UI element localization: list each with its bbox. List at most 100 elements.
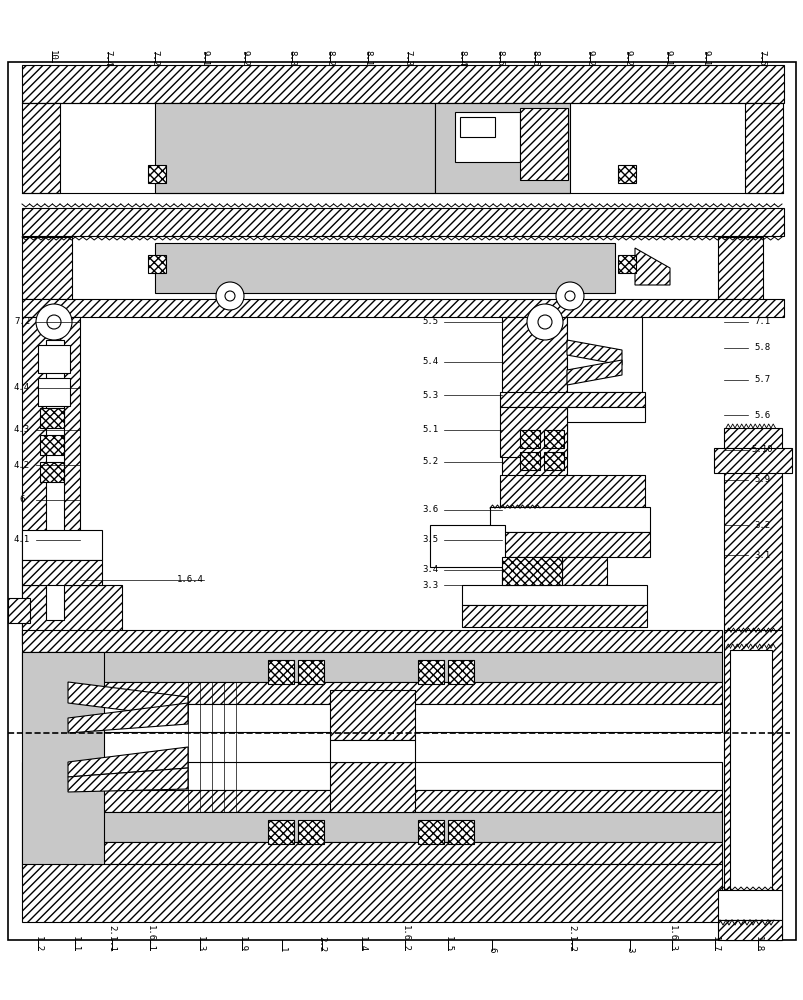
- Bar: [22, 864, 721, 922]
- Bar: [454, 112, 520, 162]
- Bar: [22, 237, 72, 299]
- Text: 9.2: 9.2: [240, 50, 249, 66]
- Bar: [713, 448, 791, 473]
- Text: 5.4: 5.4: [422, 358, 438, 366]
- Text: 2.1.2: 2.1.2: [567, 925, 576, 952]
- Bar: [22, 812, 721, 842]
- Bar: [267, 660, 294, 684]
- Text: 5.2: 5.2: [422, 458, 438, 466]
- Bar: [430, 525, 504, 567]
- Bar: [329, 690, 414, 740]
- Bar: [22, 65, 783, 103]
- Text: 1.3: 1.3: [195, 936, 204, 952]
- Bar: [499, 407, 566, 457]
- Bar: [40, 435, 64, 455]
- Bar: [520, 430, 540, 448]
- Text: 3.2: 3.2: [753, 520, 769, 530]
- Text: 3.1: 3.1: [753, 550, 769, 560]
- Text: 4.3: 4.3: [14, 426, 30, 434]
- Polygon shape: [68, 768, 188, 792]
- Text: 1.6.2: 1.6.2: [400, 925, 409, 952]
- Text: 5.8: 5.8: [753, 344, 769, 353]
- Text: 1.7: 1.7: [710, 936, 719, 952]
- Polygon shape: [68, 682, 188, 718]
- Text: 7.3: 7.3: [403, 50, 412, 66]
- Bar: [22, 652, 721, 682]
- Bar: [418, 820, 443, 844]
- Bar: [489, 532, 649, 557]
- Bar: [447, 660, 474, 684]
- Circle shape: [537, 315, 552, 329]
- Circle shape: [526, 304, 562, 340]
- Text: 9.1: 9.1: [701, 50, 710, 66]
- Polygon shape: [68, 747, 188, 777]
- Circle shape: [565, 291, 574, 301]
- Text: 8.2: 8.2: [325, 50, 334, 66]
- Text: 9.2: 9.2: [585, 50, 593, 66]
- Bar: [22, 630, 721, 652]
- Text: 1.6.1: 1.6.1: [145, 925, 154, 952]
- Bar: [22, 317, 80, 645]
- Text: 1.9: 1.9: [237, 936, 247, 952]
- Bar: [22, 585, 122, 645]
- Text: 6: 6: [19, 495, 25, 504]
- Bar: [723, 428, 781, 648]
- Bar: [22, 530, 102, 560]
- Bar: [499, 392, 644, 407]
- Text: 7.4: 7.4: [104, 50, 112, 66]
- Text: 7.2: 7.2: [14, 318, 30, 326]
- Text: 8.3: 8.3: [287, 50, 296, 66]
- Circle shape: [47, 315, 61, 329]
- Circle shape: [216, 282, 243, 310]
- Bar: [520, 108, 567, 180]
- Bar: [46, 340, 64, 620]
- Bar: [22, 842, 721, 864]
- Text: 7.1: 7.1: [753, 318, 769, 326]
- Bar: [22, 299, 783, 317]
- Text: 8.5: 8.5: [495, 50, 503, 66]
- Bar: [566, 407, 644, 422]
- Text: 5.5: 5.5: [422, 318, 438, 326]
- Text: 3: 3: [625, 947, 634, 952]
- Bar: [155, 103, 434, 193]
- Bar: [434, 103, 569, 193]
- Bar: [520, 452, 540, 470]
- Bar: [618, 165, 635, 183]
- Bar: [38, 345, 70, 373]
- Text: 5.6: 5.6: [753, 410, 769, 420]
- Bar: [298, 820, 324, 844]
- Bar: [40, 462, 64, 482]
- Text: 7.2: 7.2: [150, 50, 159, 66]
- Text: 4.1: 4.1: [14, 536, 30, 544]
- Bar: [561, 557, 606, 585]
- Text: 1.8: 1.8: [752, 936, 761, 952]
- Bar: [22, 208, 783, 236]
- Text: 3.3: 3.3: [422, 580, 438, 589]
- Text: 5.10: 5.10: [750, 446, 772, 454]
- Bar: [22, 790, 721, 812]
- Bar: [462, 605, 646, 627]
- Bar: [148, 255, 165, 273]
- Text: 8.6: 8.6: [530, 50, 539, 66]
- Text: 1.6.4: 1.6.4: [177, 576, 203, 584]
- Text: 6: 6: [487, 947, 496, 952]
- Text: 1.1: 1.1: [71, 936, 79, 952]
- Bar: [566, 317, 642, 392]
- Bar: [544, 452, 563, 470]
- Bar: [22, 103, 60, 193]
- Circle shape: [556, 282, 583, 310]
- Bar: [744, 103, 782, 193]
- Bar: [22, 762, 721, 790]
- Text: 5.9: 5.9: [753, 476, 769, 485]
- Bar: [729, 650, 771, 890]
- Bar: [298, 660, 324, 684]
- Bar: [717, 890, 781, 920]
- Text: 3.6: 3.6: [422, 506, 438, 514]
- Circle shape: [225, 291, 234, 301]
- Text: 5.7: 5.7: [753, 375, 769, 384]
- Text: 1.5: 1.5: [443, 936, 452, 952]
- Bar: [717, 920, 781, 940]
- Text: 9.2: 9.2: [622, 50, 632, 66]
- Bar: [148, 165, 165, 183]
- Bar: [267, 820, 294, 844]
